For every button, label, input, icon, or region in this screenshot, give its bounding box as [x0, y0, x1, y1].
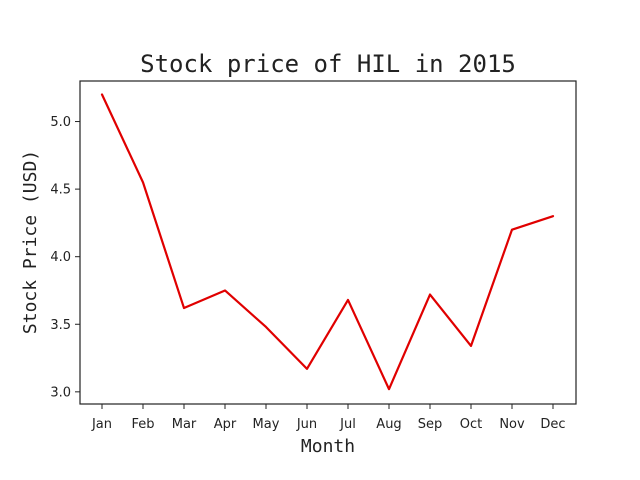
x-tick-label: May [253, 417, 280, 432]
x-axis: Jan Feb Mar Apr May Jun Jul Aug Sep Oct Nov Dec [91, 404, 566, 432]
x-tick-label: Jun [296, 417, 317, 432]
plot-area [79, 80, 577, 405]
x-tick-label: Apr [214, 417, 237, 432]
series-line [100, 93, 555, 391]
y-tick-label: 3.0 [50, 385, 71, 400]
x-tick-label: Nov [499, 417, 525, 432]
y-tick-label: 5.0 [50, 115, 71, 130]
x-tick-label: Feb [131, 417, 154, 432]
y-axis-label: Stock Price (USD) [20, 150, 41, 334]
x-tick-label: Jan [91, 417, 112, 432]
x-tick-label: Aug [376, 417, 401, 432]
y-axis: 3.0 3.5 4.0 4.5 5.0 [50, 115, 80, 400]
chart-title: Stock price of HIL in 2015 [140, 50, 516, 78]
series-layer [100, 93, 555, 391]
y-tick-label: 4.5 [50, 183, 71, 198]
x-tick-label: Dec [540, 417, 565, 432]
y-tick-label: 3.5 [50, 318, 71, 333]
x-axis-label: Month [301, 436, 355, 457]
x-tick-label: Oct [460, 417, 482, 432]
y-tick-label: 4.0 [50, 250, 71, 265]
x-tick-label: Jul [339, 417, 356, 432]
x-tick-label: Mar [172, 417, 197, 432]
x-tick-label: Sep [418, 417, 443, 432]
